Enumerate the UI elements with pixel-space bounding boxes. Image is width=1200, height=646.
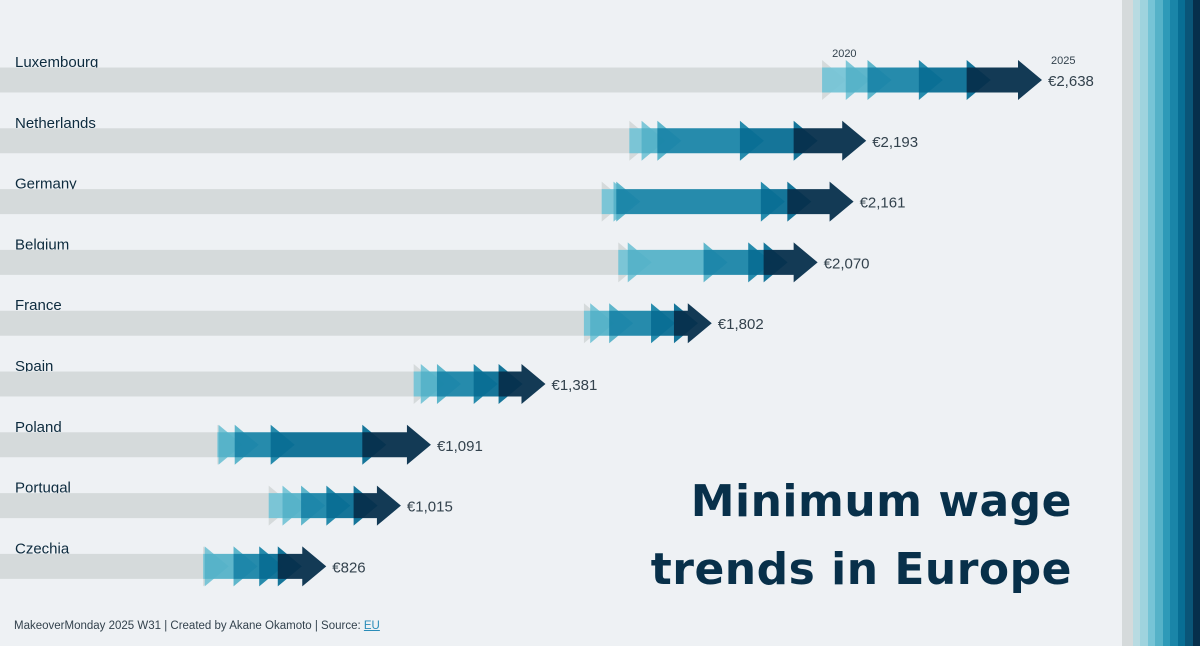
value-label: €2,070 <box>824 255 870 272</box>
country-label: Germany <box>15 176 77 193</box>
arrow-2020 <box>0 60 847 100</box>
row-czechia: Czechia €826 <box>0 540 366 587</box>
arrow-chart: Luxembourg €2,638 2020 2025 Netherlands €2,19… <box>0 48 1094 587</box>
value-label: €1,802 <box>718 316 764 333</box>
arrow-2025 <box>787 181 854 222</box>
value-label: €2,161 <box>860 195 906 212</box>
stripe <box>1147 0 1155 646</box>
arrow-2020 <box>0 364 438 404</box>
source-link[interactable]: EU <box>363 620 380 632</box>
arrow-2020 <box>0 303 608 344</box>
title-line-1: Minimum wage <box>690 476 1072 527</box>
stripe <box>1177 0 1185 646</box>
value-label: €1,381 <box>551 377 597 394</box>
arrow-2020 <box>0 120 654 161</box>
arrow-2025 <box>277 546 327 587</box>
arrow-2025 <box>966 60 1042 100</box>
arrow-2020 <box>0 181 626 222</box>
arrow-2025 <box>498 364 546 404</box>
row-luxembourg: Luxembourg €2,638 2020 2025 <box>0 48 1094 100</box>
arrow-2025 <box>353 485 401 526</box>
stripe <box>1132 0 1140 646</box>
arrow-2022 <box>627 242 728 283</box>
arrow-2025 <box>763 242 818 283</box>
row-spain: Spain €1,381 <box>0 358 597 404</box>
footer-credits: MakeoverMonday 2025 W31 | Created by Aka… <box>14 620 380 632</box>
value-label: €1,015 <box>407 499 453 516</box>
year-label-start: 2020 <box>832 48 856 60</box>
country-label: Czechia <box>15 540 70 557</box>
country-label: Netherlands <box>15 115 96 132</box>
arrow-2020 <box>0 546 228 587</box>
country-label: Spain <box>15 358 53 375</box>
stripe <box>1192 0 1200 646</box>
arrow-2023 <box>657 120 764 161</box>
row-portugal: Portugal €1,015 <box>0 480 453 526</box>
country-label: Portugal <box>15 480 71 497</box>
row-netherlands: Netherlands €2,193 <box>0 115 918 161</box>
arrow-2020 <box>0 424 242 465</box>
row-belgium: Belgium €2,070 <box>0 236 870 283</box>
footer-text: MakeoverMonday 2025 W31 | Created by Aka… <box>14 620 364 632</box>
value-label: €2,193 <box>872 134 918 151</box>
row-france: France €1,802 <box>0 297 764 344</box>
value-label: €1,091 <box>437 438 483 455</box>
title-line-2: trends in Europe <box>650 544 1072 595</box>
row-poland: Poland €1,091 <box>0 419 483 465</box>
country-label: France <box>15 297 62 314</box>
stripe <box>1185 0 1193 646</box>
arrow-2025 <box>673 303 712 344</box>
country-label: Belgium <box>15 236 69 253</box>
arrow-2020 <box>0 242 643 283</box>
stripe <box>1170 0 1178 646</box>
country-label: Luxembourg <box>15 54 98 71</box>
stripe <box>1121 0 1133 646</box>
stripe <box>1155 0 1163 646</box>
value-label: €826 <box>332 559 365 576</box>
year-label-end: 2025 <box>1051 55 1075 67</box>
arrow-2024 <box>270 424 387 465</box>
stripe <box>1162 0 1170 646</box>
country-label: Poland <box>15 419 62 436</box>
color-stripes <box>1121 0 1200 646</box>
chart-title: Minimum wage trends in Europe <box>651 468 1072 604</box>
stripe <box>1140 0 1148 646</box>
arrow-2023 <box>616 181 785 222</box>
row-germany: Germany €2,161 <box>0 176 905 222</box>
value-label: €2,638 <box>1048 73 1094 90</box>
arrow-2020 <box>0 485 293 526</box>
arrow-2025 <box>362 424 431 465</box>
arrow-2025 <box>793 120 867 161</box>
